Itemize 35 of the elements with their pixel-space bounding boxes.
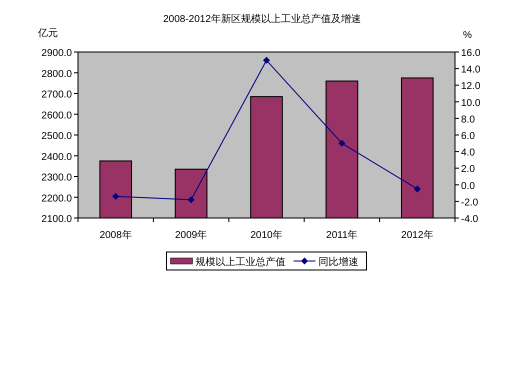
y-tick-label: 2100.0 [41, 214, 72, 225]
y-tick-label: 2300.0 [41, 172, 72, 184]
y2-tick-label: -2.0 [461, 197, 479, 208]
x-tick-label: 2010年 [250, 229, 283, 241]
y-tick-label: 2900.0 [41, 48, 72, 59]
legend-label: 规模以上工业总产值 [196, 256, 286, 268]
y2-tick-label: 14.0 [461, 64, 481, 76]
y-tick-label: 2200.0 [41, 193, 72, 204]
y-tick-label: 2800.0 [41, 68, 72, 80]
x-tick-label: 2012年 [401, 229, 434, 241]
x-tick-label: 2009年 [174, 229, 208, 241]
chart-title: 2008-2012年新区规模以上工业总产值及增速 [163, 13, 361, 25]
y-tick-label: 2600.0 [41, 110, 72, 122]
y2-tick-label: 2.0 [461, 164, 476, 176]
y2-tick-label: 12.0 [461, 81, 481, 92]
x-tick-label: 2008年 [100, 229, 132, 241]
y-axis-title: 亿元 [37, 28, 58, 39]
point [414, 185, 421, 192]
point [188, 196, 195, 204]
point [338, 140, 346, 147]
y-tick-label: 2500.0 [41, 131, 72, 142]
y2-tick-label: 8.0 [461, 114, 476, 126]
point [263, 56, 270, 64]
y2-tick-label: -4.0 [461, 214, 479, 225]
y2-tick-label: 0.0 [461, 180, 476, 192]
y2-tick-label: 6.0 [461, 131, 476, 142]
legend-label: 同比增速 [318, 256, 358, 268]
y2-tick-label: 10.0 [461, 98, 481, 109]
y2-tick-label: 16.0 [461, 48, 481, 59]
y-tick-label: 2700.0 [41, 90, 72, 100]
y2-axis-title: % [463, 30, 472, 41]
y2-tick-label: 4.0 [461, 148, 476, 159]
y-tick-label: 2400.0 [41, 152, 72, 163]
x-tick-label: 2011年 [326, 229, 358, 241]
point [112, 192, 120, 200]
